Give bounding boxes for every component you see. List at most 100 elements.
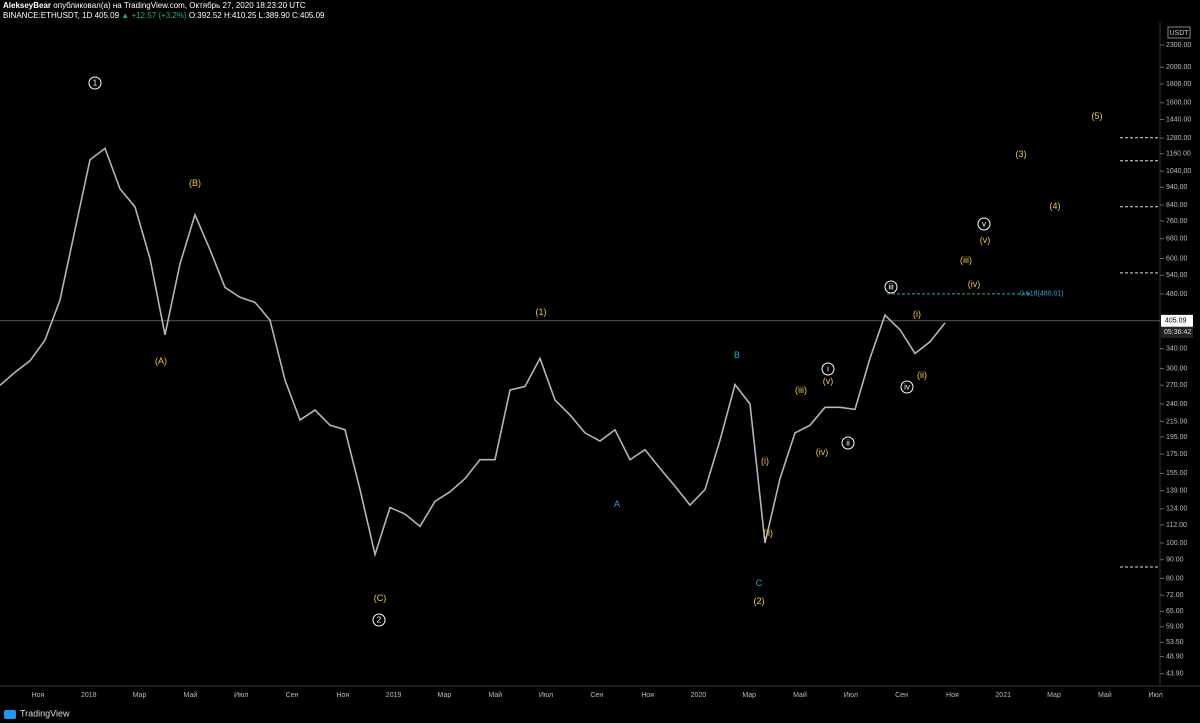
y-tick-label: 1600.00	[1166, 100, 1191, 107]
wave-label: (v)	[980, 235, 991, 245]
wave-label: (1)	[536, 307, 547, 317]
y-tick-label: 600.00	[1166, 255, 1188, 262]
y-tick-label: 300.00	[1166, 365, 1188, 372]
x-tick-label: Июл	[1148, 692, 1162, 699]
fib-label: 0.618(480.01)	[1020, 291, 1064, 298]
y-tick-label: 215.00	[1166, 418, 1188, 425]
y-tick-label: 48.90	[1166, 653, 1184, 660]
y-tick-label: 2000.00	[1166, 64, 1191, 71]
y-tick-label: 195.00	[1166, 434, 1188, 441]
wave-circle	[88, 76, 102, 90]
y-tick-label: 112.00	[1166, 522, 1187, 529]
x-tick-label: Май	[793, 691, 807, 699]
wave-label: (v)	[823, 376, 834, 386]
y-tick-label: 139.00	[1166, 488, 1188, 495]
x-tick-label: Мар	[1047, 692, 1061, 699]
footer: TradingView	[4, 708, 70, 719]
x-tick-label: Май	[184, 691, 198, 699]
y-tick-label: 80.00	[1166, 575, 1184, 582]
y-tick-label: 1160.00	[1166, 151, 1191, 158]
wave-circle	[841, 436, 855, 450]
currency-box	[1167, 26, 1191, 39]
x-tick-label: Май	[488, 691, 502, 699]
countdown-box	[1161, 326, 1193, 338]
wave-label: (iii)	[795, 385, 807, 395]
wave-label: 2	[377, 616, 382, 625]
x-tick-label: Ноя	[641, 692, 654, 699]
ohlc: O:392.52 H:410.25 L:389.90 C:405.09	[189, 11, 325, 20]
y-tick-label: 59.00	[1166, 624, 1184, 631]
y-tick-label: 340.00	[1166, 346, 1188, 353]
last-price-box	[1161, 314, 1193, 327]
x-tick-label: Мар	[742, 692, 756, 699]
x-tick-label: Сен	[895, 692, 908, 699]
y-tick-label: 1040.00	[1166, 168, 1191, 175]
last-price-label: 405.09	[1165, 318, 1187, 325]
y-tick-label: 760.00	[1166, 218, 1188, 225]
wave-label: (iii)	[960, 255, 972, 265]
y-tick-label: 270.00	[1166, 382, 1188, 389]
price-line	[0, 147, 946, 558]
wave-label: (3)	[1016, 149, 1027, 159]
wave-label: iv	[904, 383, 910, 392]
x-tick-label: Июл	[539, 692, 553, 699]
wave-circle	[900, 380, 914, 394]
countdown: 05:36:42	[1164, 329, 1191, 336]
wave-label: (i)	[761, 456, 769, 466]
y-tick-label: 124.00	[1166, 506, 1188, 513]
wave-label: (C)	[374, 593, 387, 603]
y-tick-label: 540.00	[1166, 272, 1188, 279]
currency: USDT	[1169, 30, 1189, 37]
y-tick-label: 72.00	[1166, 592, 1184, 599]
header-line-2: BINANCE:ETHUSDT, 1D 405.09 ▲ +12.57 (+3.…	[3, 11, 325, 20]
wave-circle	[372, 613, 386, 627]
wave-label: (ii)	[763, 528, 773, 538]
wave-label: v	[982, 220, 986, 229]
wave-label: (B)	[189, 178, 201, 188]
wave-label: i	[827, 365, 829, 374]
y-tick-label: 1440.00	[1166, 116, 1191, 123]
y-tick-label: 940.00	[1166, 184, 1188, 191]
wave-label: B	[734, 350, 740, 360]
x-tick-label: 2018	[81, 692, 97, 699]
x-tick-label: Мар	[438, 692, 452, 699]
logo	[4, 710, 16, 719]
author: AlekseyBear	[3, 1, 51, 10]
brand: TradingView	[20, 708, 70, 718]
y-tick-label: 840.00	[1166, 202, 1188, 209]
wave-label: (4)	[1050, 201, 1061, 211]
y-tick-label: 480.00	[1166, 291, 1188, 298]
y-tick-label: 175.00	[1166, 451, 1188, 458]
y-tick-label: 1800.00	[1166, 81, 1191, 88]
x-tick-label: Сен	[590, 692, 603, 699]
wave-label: (i)	[913, 309, 921, 319]
x-tick-label: 2020	[691, 692, 707, 699]
wave-label: (iv)	[816, 447, 829, 457]
last: 405.09	[95, 11, 120, 20]
wave-label: A	[614, 499, 620, 509]
y-tick-label: 680.00	[1166, 235, 1188, 242]
x-tick-label: Ноя	[946, 692, 959, 699]
x-tick-label: Июл	[844, 692, 858, 699]
y-tick-label: 65.00	[1166, 608, 1184, 615]
wave-circle	[884, 280, 898, 294]
header-line-1: AlekseyBear опубликовал(а) на TradingVie…	[3, 1, 306, 10]
change: ▲ +12.57 (+3.2%)	[121, 11, 187, 20]
wave-label: iii	[888, 283, 894, 292]
y-tick-label: 1280.00	[1166, 135, 1191, 142]
x-tick-label: Июл	[234, 692, 248, 699]
x-tick-label: Сен	[286, 692, 299, 699]
wave-label: ii	[846, 439, 850, 448]
x-tick-label: Мар	[133, 692, 147, 699]
wave-label: C	[756, 578, 763, 588]
x-tick-label: 2019	[386, 692, 402, 699]
x-tick-label: Ноя	[32, 692, 45, 699]
wave-label: (5)	[1092, 111, 1103, 121]
x-tick-label: Ноя	[336, 692, 349, 699]
x-tick-label: 2021	[995, 692, 1011, 699]
y-tick-label: 240.00	[1166, 401, 1188, 408]
wave-label: (ii)	[917, 370, 927, 380]
